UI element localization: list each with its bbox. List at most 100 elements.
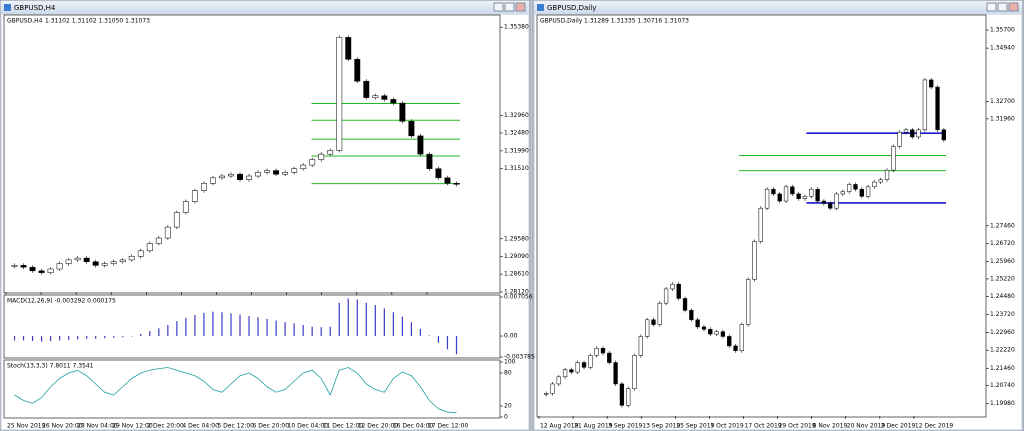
macd-bar — [176, 321, 178, 337]
x-tick-label: 8 Nov 2019 — [813, 423, 848, 430]
macd-bar — [158, 328, 160, 337]
candle — [47, 268, 54, 273]
candle — [922, 79, 928, 131]
candle — [676, 283, 681, 299]
maximize-button[interactable] — [997, 2, 1008, 12]
y-tick-label: 1.19980 — [990, 400, 1015, 407]
macd-bar — [221, 312, 223, 337]
close-button[interactable] — [1008, 2, 1019, 12]
window-title: GBPUSD,Daily — [547, 4, 596, 12]
x-tick-label: 2 Dec 2019 — [881, 423, 916, 430]
candle — [670, 283, 675, 290]
y-tick-label: 1.32960 — [504, 112, 529, 119]
panel-frame — [3, 14, 501, 294]
macd-bar — [22, 336, 25, 341]
macd-bar — [437, 336, 440, 343]
y-tick-label: 1.25220 — [990, 275, 1015, 282]
candle — [219, 175, 225, 179]
candle — [74, 257, 81, 261]
x-tick-label: 5 Dec 12:00 — [217, 423, 254, 430]
candle — [865, 186, 871, 197]
candle — [562, 369, 568, 378]
x-tick-label: 28 Nov 04:00 — [77, 423, 118, 430]
x-tick-label: 7 Oct 2019 — [710, 423, 743, 430]
x-tick-label: 2 Dec 20:00 — [147, 423, 184, 430]
candle — [246, 175, 252, 180]
x-tick-label: 11 Dec 12:00 — [323, 423, 364, 430]
candle — [708, 329, 713, 335]
candle — [929, 79, 934, 88]
macd-bar — [40, 336, 43, 342]
x-tick-label: 21 Aug 2019 — [574, 423, 613, 430]
candle — [651, 319, 656, 325]
close-button[interactable] — [515, 2, 526, 12]
x-tick-label: 12 Dec 20:00 — [358, 423, 399, 430]
macd-bar — [383, 308, 385, 337]
x-tick-label: 20 Nov 2019 — [847, 423, 886, 430]
candle — [764, 188, 770, 209]
macd-bar — [293, 323, 295, 337]
macd-bar — [131, 336, 133, 337]
candle — [600, 348, 606, 354]
maximize-button[interactable] — [504, 2, 515, 12]
minimize-button[interactable] — [986, 2, 997, 12]
macd-bar — [194, 315, 196, 337]
macd-bar — [149, 331, 151, 337]
candle — [11, 265, 18, 267]
candle — [941, 129, 946, 141]
candle — [796, 193, 801, 199]
macd-bar — [266, 318, 268, 337]
title-bar — [1, 1, 529, 14]
macd-bar — [257, 317, 259, 337]
candle — [435, 168, 442, 179]
macd-bar — [104, 336, 106, 339]
macd-bar — [122, 336, 124, 338]
candle — [645, 319, 650, 337]
y-tick-label: 1.29580 — [504, 235, 529, 242]
candle — [828, 203, 833, 209]
macd-bar — [49, 336, 52, 342]
y-tick-label: 0.007056 — [504, 294, 533, 301]
candle — [191, 190, 198, 202]
candle — [300, 164, 307, 169]
candle — [714, 331, 719, 335]
candle — [101, 263, 108, 266]
candle — [137, 250, 144, 257]
panel-frame — [3, 294, 501, 359]
y-tick-label: 1.20740 — [990, 382, 1015, 389]
candle — [809, 188, 814, 197]
candle — [916, 129, 921, 138]
macd-bar — [392, 312, 394, 337]
candle — [897, 131, 902, 147]
panel-label: GBPUSD,H4 — [7, 18, 43, 25]
candle — [556, 376, 561, 385]
x-tick-label: 17 Oct 2019 — [745, 423, 782, 430]
candle — [110, 261, 117, 264]
macd-bar — [455, 336, 458, 355]
minimize-button[interactable] — [493, 2, 504, 12]
macd-bar — [446, 336, 449, 350]
x-tick-label: 6 Dec 20:00 — [253, 423, 290, 430]
panel-label: GBPUSD,Daily — [540, 18, 583, 25]
macd-bar — [230, 313, 232, 337]
macd-bar — [86, 336, 88, 339]
candle — [273, 170, 280, 175]
y-tick-label: 1.35380 — [504, 24, 529, 31]
candle — [695, 319, 700, 328]
x-tick-label: 3 Sep 2019 — [608, 423, 642, 430]
macd-bar — [68, 336, 70, 340]
macd-bar — [239, 314, 241, 337]
macd-bar — [59, 336, 61, 341]
y-tick-label: 1.35700 — [990, 27, 1015, 34]
y-tick-label: 100 — [504, 359, 516, 366]
window-icon — [537, 4, 544, 11]
macd-bar — [320, 327, 322, 337]
macd-bar — [302, 324, 304, 337]
candle — [146, 243, 153, 252]
candle — [309, 159, 316, 166]
candle — [752, 241, 757, 280]
candle — [701, 326, 707, 330]
candle — [264, 170, 271, 173]
x-tick-label: 29 Nov 12:00 — [112, 423, 153, 430]
